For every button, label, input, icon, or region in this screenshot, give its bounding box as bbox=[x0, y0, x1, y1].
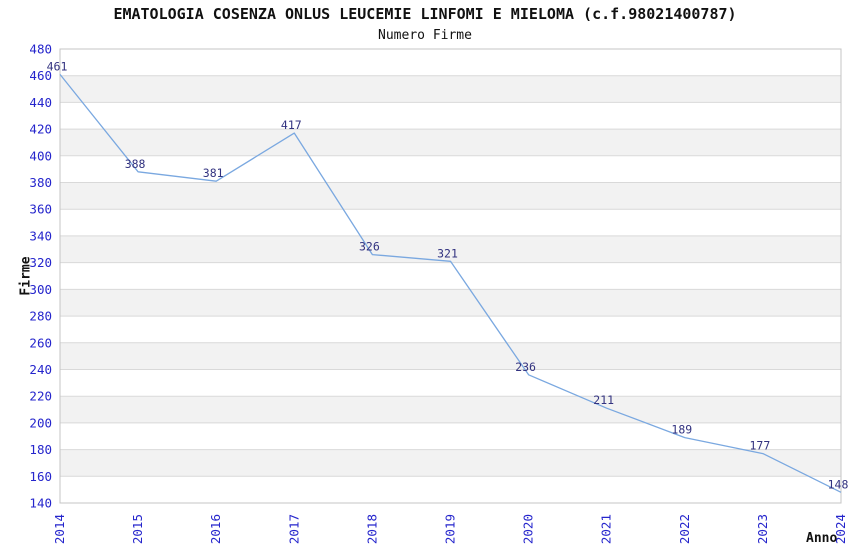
chart-title: EMATOLOGIA COSENZA ONLUS LEUCEMIE LINFOM… bbox=[113, 5, 737, 23]
x-tick-label: 2021 bbox=[599, 514, 614, 544]
y-tick-label: 420 bbox=[29, 122, 52, 137]
data-label: 211 bbox=[593, 393, 614, 407]
x-tick-label: 2024 bbox=[833, 514, 848, 544]
data-label: 189 bbox=[671, 423, 692, 437]
data-label: 148 bbox=[828, 477, 849, 491]
grid-band bbox=[60, 235, 841, 263]
y-tick-label: 440 bbox=[29, 95, 52, 110]
plot-border bbox=[59, 48, 842, 504]
data-label: 388 bbox=[125, 157, 146, 171]
x-tick-label: 2022 bbox=[677, 514, 692, 544]
grid-band bbox=[60, 182, 841, 210]
grid-band bbox=[60, 289, 841, 317]
series-line bbox=[59, 73, 842, 493]
data-label: 177 bbox=[750, 439, 771, 453]
data-label: 321 bbox=[437, 246, 458, 260]
y-tick-label: 300 bbox=[29, 282, 52, 297]
x-tick-label: 2015 bbox=[130, 514, 145, 544]
y-tick-label: 260 bbox=[29, 335, 52, 350]
data-label: 417 bbox=[281, 118, 302, 132]
grid-band bbox=[60, 129, 841, 156]
y-tick-label: 140 bbox=[29, 496, 52, 511]
y-tick-label: 480 bbox=[29, 42, 52, 57]
chart-subtitle: Numero Firme bbox=[378, 28, 472, 43]
x-tick-label: 2016 bbox=[208, 514, 223, 544]
x-tick-label: 2023 bbox=[755, 514, 770, 544]
data-label: 381 bbox=[203, 166, 224, 180]
data-label: 461 bbox=[47, 59, 68, 73]
grid-band bbox=[60, 396, 841, 423]
y-tick-label: 240 bbox=[29, 362, 52, 377]
grid-band bbox=[60, 342, 841, 370]
y-tick-label: 320 bbox=[29, 255, 52, 270]
y-tick-label: 340 bbox=[29, 228, 52, 243]
x-tick-label: 2017 bbox=[286, 514, 301, 544]
data-label: 236 bbox=[515, 360, 536, 374]
y-tick-label: 400 bbox=[29, 148, 52, 163]
y-tick-label: 160 bbox=[29, 469, 52, 484]
y-tick-label: 380 bbox=[29, 175, 52, 190]
y-tick-label: 200 bbox=[29, 415, 52, 430]
x-axis-title: Anno bbox=[806, 531, 838, 546]
x-tick-label: 2019 bbox=[443, 514, 458, 544]
x-tick-label: 2014 bbox=[52, 514, 67, 544]
x-tick-label: 2018 bbox=[364, 514, 379, 544]
data-label: 326 bbox=[359, 240, 380, 254]
y-tick-label: 180 bbox=[29, 442, 52, 457]
y-tick-label: 280 bbox=[29, 309, 52, 324]
y-tick-label: 220 bbox=[29, 389, 52, 404]
x-tick-label: 2020 bbox=[521, 514, 536, 544]
y-tick-label: 460 bbox=[29, 68, 52, 83]
grid-band bbox=[60, 75, 841, 103]
grid-band bbox=[60, 449, 841, 477]
y-tick-label: 360 bbox=[29, 202, 52, 217]
